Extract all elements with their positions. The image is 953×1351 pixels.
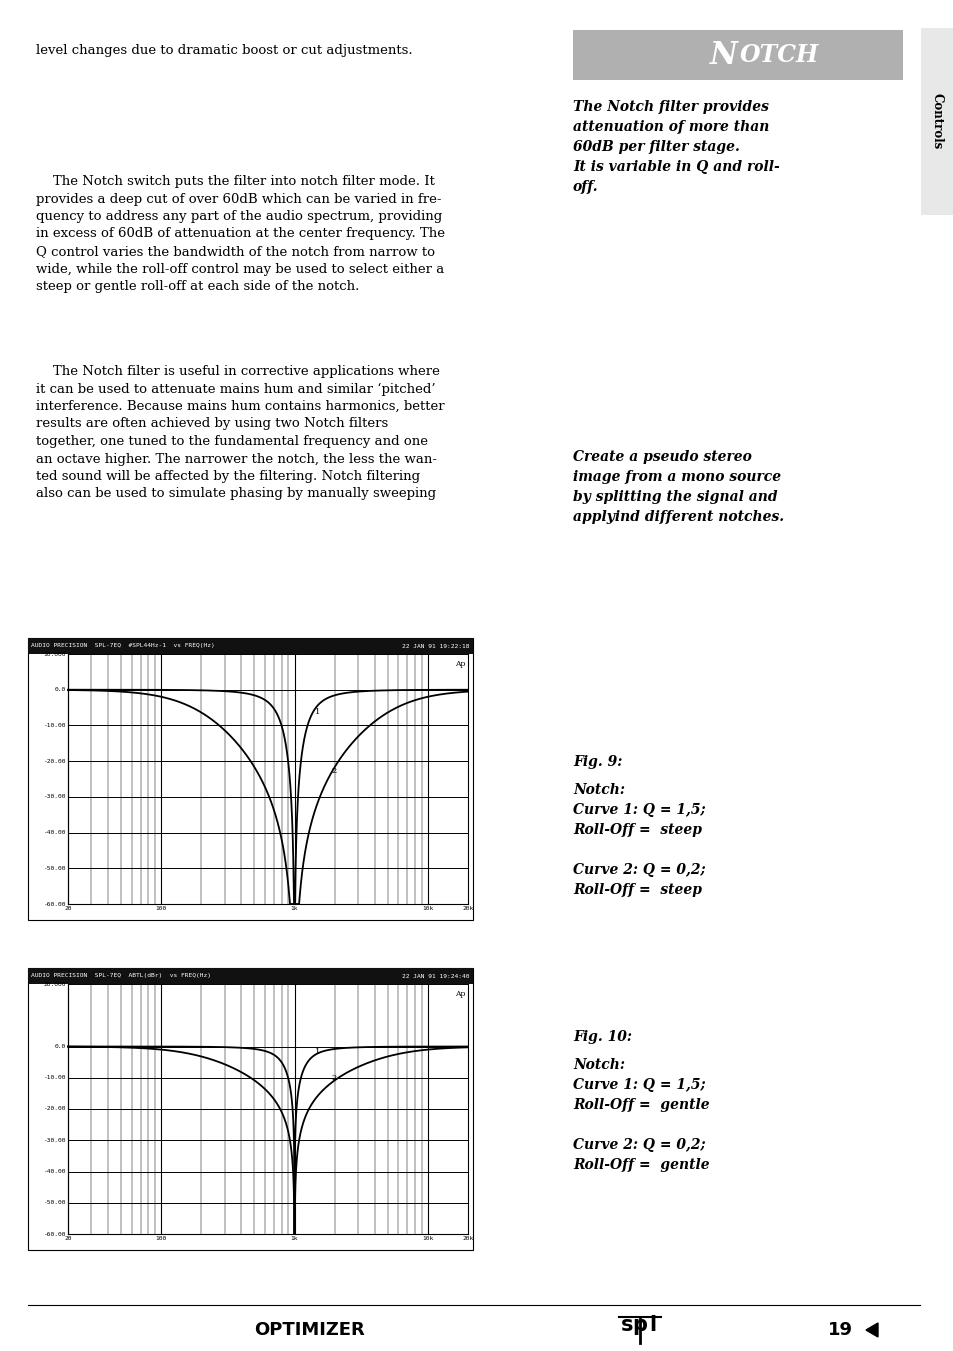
- Text: quency to address any part of the audio spectrum, providing: quency to address any part of the audio …: [36, 209, 442, 223]
- Text: OTCH: OTCH: [740, 43, 819, 68]
- Text: 22 JAN 91 19:22:18: 22 JAN 91 19:22:18: [402, 643, 470, 648]
- Text: interference. Because mains hum contains harmonics, better: interference. Because mains hum contains…: [36, 400, 444, 413]
- Text: 0.0: 0.0: [54, 1044, 66, 1048]
- Bar: [28, 969, 473, 1250]
- Text: Ap: Ap: [455, 990, 464, 998]
- Text: -50.00: -50.00: [44, 866, 66, 871]
- Text: s: s: [620, 1315, 633, 1335]
- Text: provides a deep cut of over 60dB which can be varied in fre-: provides a deep cut of over 60dB which c…: [36, 192, 441, 205]
- Text: Notch:
Curve 1: Q = 1,5;
Roll-Off =  steep

Curve 2: Q = 0,2;
Roll-Off =  steep: Notch: Curve 1: Q = 1,5; Roll-Off = stee…: [573, 784, 705, 897]
- Text: l: l: [649, 1315, 656, 1335]
- Text: 22 JAN 91 19:24:40: 22 JAN 91 19:24:40: [402, 974, 470, 978]
- Bar: [573, 30, 902, 80]
- Text: AUDIO PRECISION  SPL-7EQ  ABTL(dBr)  vs FREQ(Hz): AUDIO PRECISION SPL-7EQ ABTL(dBr) vs FRE…: [30, 974, 211, 978]
- Text: -20.00: -20.00: [44, 759, 66, 763]
- Text: 100: 100: [155, 1236, 167, 1242]
- Text: -10.00: -10.00: [44, 1075, 66, 1081]
- Bar: [28, 638, 473, 920]
- Text: -30.00: -30.00: [44, 794, 66, 800]
- Text: -40.00: -40.00: [44, 1169, 66, 1174]
- Text: 2: 2: [332, 767, 336, 775]
- Text: OPTIMIZER: OPTIMIZER: [254, 1321, 365, 1339]
- Bar: [920, 28, 953, 215]
- Bar: [28, 969, 473, 984]
- Text: it can be used to attenuate mains hum and similar ‘pitched’: it can be used to attenuate mains hum an…: [36, 382, 436, 396]
- Text: 0.0: 0.0: [54, 688, 66, 692]
- Text: -30.00: -30.00: [44, 1138, 66, 1143]
- Text: -20.00: -20.00: [44, 1106, 66, 1112]
- Text: AUDIO PRECISION  SPL-7EQ  #SPL44Hz-1  vs FREQ(Hz): AUDIO PRECISION SPL-7EQ #SPL44Hz-1 vs FR…: [30, 643, 214, 648]
- Polygon shape: [865, 1323, 877, 1337]
- Text: 10k: 10k: [422, 1236, 433, 1242]
- Bar: [28, 638, 473, 654]
- Text: -40.00: -40.00: [44, 830, 66, 835]
- Text: 1k: 1k: [291, 907, 298, 911]
- Text: 20k: 20k: [462, 907, 473, 911]
- Text: N: N: [709, 39, 738, 70]
- Text: Fig. 10:: Fig. 10:: [573, 1029, 631, 1044]
- Text: -60.00: -60.00: [44, 901, 66, 907]
- Text: level changes due to dramatic boost or cut adjustments.: level changes due to dramatic boost or c…: [36, 45, 413, 57]
- Text: in excess of 60dB of attenuation at the center frequency. The: in excess of 60dB of attenuation at the …: [36, 227, 444, 240]
- Text: -60.00: -60.00: [44, 1232, 66, 1236]
- Text: 19: 19: [826, 1321, 852, 1339]
- Text: also can be used to simulate phasing by manually sweeping: also can be used to simulate phasing by …: [36, 488, 436, 500]
- Text: wide, while the roll-off control may be used to select either a: wide, while the roll-off control may be …: [36, 262, 444, 276]
- Text: steep or gentle roll-off at each side of the notch.: steep or gentle roll-off at each side of…: [36, 280, 359, 293]
- Text: 2: 2: [332, 1074, 336, 1082]
- Text: 1k: 1k: [291, 1236, 298, 1242]
- Text: The Notch switch puts the filter into notch filter mode. It: The Notch switch puts the filter into no…: [36, 176, 435, 188]
- Text: ted sound will be affected by the filtering. Notch filtering: ted sound will be affected by the filter…: [36, 470, 419, 484]
- Text: -50.00: -50.00: [44, 1200, 66, 1205]
- Text: Ap: Ap: [455, 661, 464, 667]
- Bar: [68, 984, 468, 1233]
- Text: 20: 20: [64, 907, 71, 911]
- Text: 20k: 20k: [462, 1236, 473, 1242]
- Text: 20.000: 20.000: [44, 981, 66, 986]
- Text: p: p: [632, 1315, 647, 1335]
- Text: an octave higher. The narrower the notch, the less the wan-: an octave higher. The narrower the notch…: [36, 453, 436, 466]
- Text: Create a pseudo stereo
image from a mono source
by splitting the signal and
appl: Create a pseudo stereo image from a mono…: [573, 450, 783, 524]
- Text: 10k: 10k: [422, 907, 433, 911]
- Text: Controls: Controls: [930, 93, 943, 150]
- Text: Q control varies the bandwidth of the notch from narrow to: Q control varies the bandwidth of the no…: [36, 245, 435, 258]
- Text: 1: 1: [314, 1048, 320, 1056]
- Bar: [68, 654, 468, 904]
- Text: Notch:
Curve 1: Q = 1,5;
Roll-Off =  gentle

Curve 2: Q = 0,2;
Roll-Off =  gentl: Notch: Curve 1: Q = 1,5; Roll-Off = gent…: [573, 1058, 709, 1173]
- Text: 10.000: 10.000: [44, 651, 66, 657]
- Text: The Notch filter provides
attenuation of more than
60dB per filter stage.
It is : The Notch filter provides attenuation of…: [573, 100, 779, 195]
- Text: 1: 1: [314, 708, 320, 716]
- Text: Fig. 9:: Fig. 9:: [573, 755, 621, 769]
- Text: 100: 100: [155, 907, 167, 911]
- Text: together, one tuned to the fundamental frequency and one: together, one tuned to the fundamental f…: [36, 435, 428, 449]
- Text: The Notch filter is useful in corrective applications where: The Notch filter is useful in corrective…: [36, 365, 439, 378]
- Text: -10.00: -10.00: [44, 723, 66, 728]
- Text: results are often achieved by using two Notch filters: results are often achieved by using two …: [36, 417, 388, 431]
- Text: 20: 20: [64, 1236, 71, 1242]
